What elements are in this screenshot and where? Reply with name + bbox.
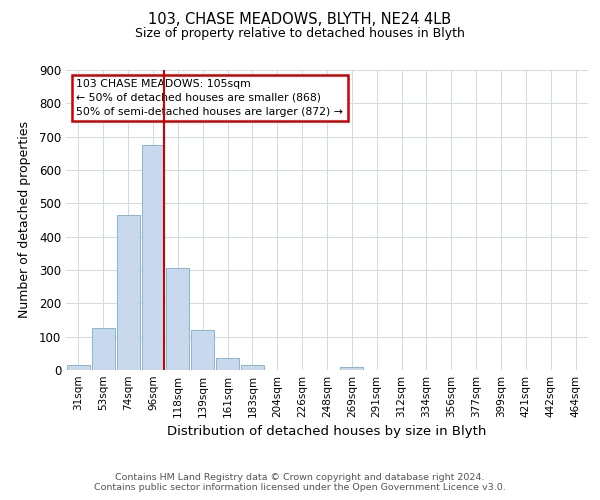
Bar: [67, 365, 90, 370]
Bar: [166, 268, 189, 370]
Text: Contains public sector information licensed under the Open Government Licence v3: Contains public sector information licen…: [94, 484, 506, 492]
X-axis label: Distribution of detached houses by size in Blyth: Distribution of detached houses by size …: [167, 426, 487, 438]
Text: Size of property relative to detached houses in Blyth: Size of property relative to detached ho…: [135, 28, 465, 40]
Bar: [92, 328, 115, 370]
Bar: [117, 215, 140, 370]
Text: Contains HM Land Registry data © Crown copyright and database right 2024.: Contains HM Land Registry data © Crown c…: [115, 472, 485, 482]
Text: 103, CHASE MEADOWS, BLYTH, NE24 4LB: 103, CHASE MEADOWS, BLYTH, NE24 4LB: [148, 12, 452, 28]
Y-axis label: Number of detached properties: Number of detached properties: [17, 122, 31, 318]
Bar: [340, 368, 363, 370]
Bar: [142, 145, 164, 370]
Bar: [241, 366, 264, 370]
Bar: [191, 330, 214, 370]
Bar: [216, 358, 239, 370]
Text: 103 CHASE MEADOWS: 105sqm
← 50% of detached houses are smaller (868)
50% of semi: 103 CHASE MEADOWS: 105sqm ← 50% of detac…: [76, 79, 343, 117]
